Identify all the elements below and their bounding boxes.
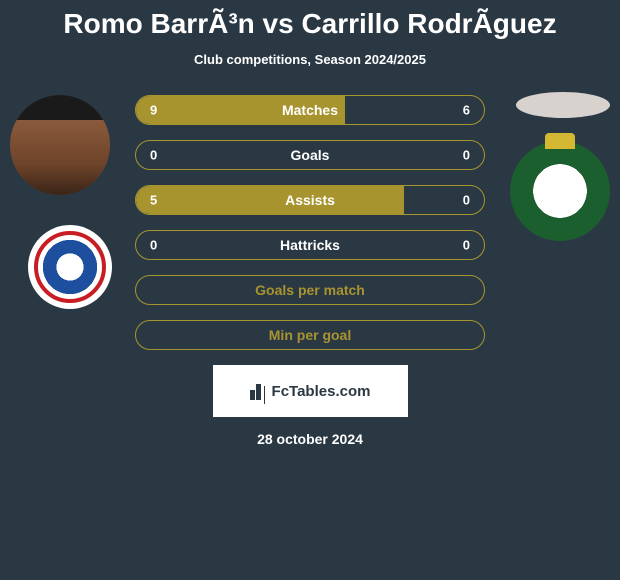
stat-value-left: 0 bbox=[150, 148, 157, 163]
stat-value-right: 0 bbox=[463, 193, 470, 208]
player-avatar-right bbox=[516, 92, 610, 118]
stat-label: Matches bbox=[282, 102, 338, 118]
stat-value-right: 0 bbox=[463, 238, 470, 253]
stat-row: Min per goal bbox=[135, 320, 485, 350]
content-area: 9 6 Matches 0 0 Goals 5 0 Assists 0 0 Hattricks Goal… bbox=[0, 95, 620, 447]
player-face-icon bbox=[10, 95, 110, 195]
stat-value-right: 6 bbox=[463, 103, 470, 118]
stat-fill bbox=[136, 186, 404, 214]
stat-label: Goals per match bbox=[255, 282, 365, 298]
stat-row: 9 6 Matches bbox=[135, 95, 485, 125]
stat-label: Min per goal bbox=[269, 327, 351, 343]
stat-row: 5 0 Assists bbox=[135, 185, 485, 215]
stat-value-right: 0 bbox=[463, 148, 470, 163]
date-text: 28 october 2024 bbox=[10, 431, 610, 447]
infographic-container: Romo BarrÃ³n vs Carrillo RodrÃ­guez Club… bbox=[0, 0, 620, 580]
stat-value-left: 9 bbox=[150, 103, 157, 118]
stat-row: 0 0 Goals bbox=[135, 140, 485, 170]
stat-row: 0 0 Hattricks bbox=[135, 230, 485, 260]
page-title: Romo BarrÃ³n vs Carrillo RodrÃ­guez bbox=[0, 8, 620, 40]
subtitle: Club competitions, Season 2024/2025 bbox=[0, 52, 620, 67]
branding-text: FcTables.com bbox=[250, 382, 371, 400]
club-logo-left bbox=[28, 225, 112, 309]
stat-bars: 9 6 Matches 0 0 Goals 5 0 Assists 0 0 Hattricks Goal… bbox=[135, 95, 485, 350]
player-avatar-left bbox=[10, 95, 110, 195]
stat-label: Goals bbox=[291, 147, 330, 163]
branding-label: FcTables.com bbox=[272, 383, 371, 400]
stat-value-left: 5 bbox=[150, 193, 157, 208]
stat-value-left: 0 bbox=[150, 238, 157, 253]
stat-label: Assists bbox=[285, 192, 335, 208]
bar-chart-icon bbox=[250, 382, 268, 400]
stat-row: Goals per match bbox=[135, 275, 485, 305]
branding-box: FcTables.com bbox=[213, 365, 408, 417]
club-logo-right bbox=[510, 141, 610, 241]
stat-label: Hattricks bbox=[280, 237, 340, 253]
